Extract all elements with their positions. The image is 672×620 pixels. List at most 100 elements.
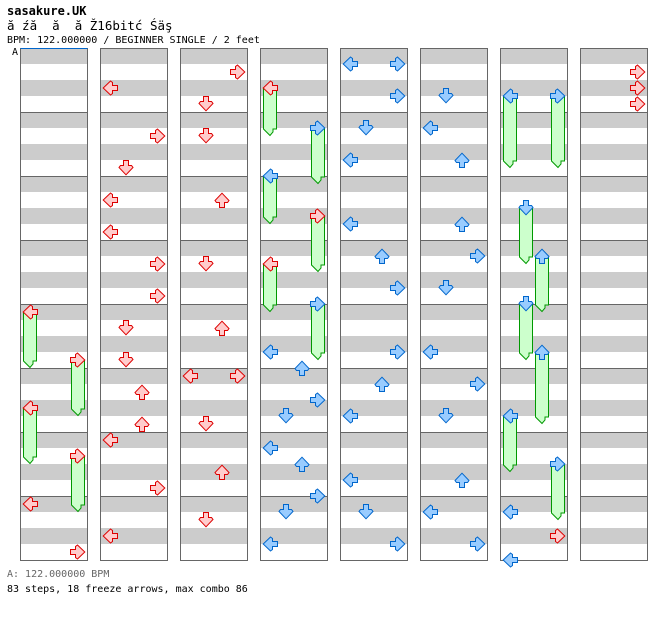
arrow-down-icon: [438, 408, 454, 424]
arrow-down-icon: [278, 408, 294, 424]
freeze-head-right-icon: [310, 208, 326, 224]
arrow-right-icon: [230, 368, 246, 384]
freeze-head-right-icon: [310, 296, 326, 312]
arrow-left-icon: [422, 504, 438, 520]
arrow-down-icon: [198, 512, 214, 528]
arrow-left-icon: [342, 56, 358, 72]
arrow-right-icon: [550, 528, 566, 544]
freeze-head-up-icon: [534, 248, 550, 264]
arrow-up-icon: [214, 192, 230, 208]
arrow-left-icon: [342, 152, 358, 168]
arrow-left-icon: [422, 120, 438, 136]
chart-column-1: [20, 48, 88, 561]
freeze-arrow-body: [535, 351, 549, 425]
arrow-down-icon: [118, 160, 134, 176]
song-artist: sasakure.UK: [7, 4, 87, 18]
freeze-arrow-body: [263, 175, 277, 225]
arrow-left-icon: [342, 408, 358, 424]
arrow-right-icon: [390, 344, 406, 360]
arrow-up-icon: [454, 152, 470, 168]
freeze-head-up-icon: [534, 344, 550, 360]
bpm-legend: A: 122.000000 BPM: [7, 569, 110, 580]
arrow-right-icon: [470, 248, 486, 264]
freeze-head-left-icon: [22, 304, 38, 320]
arrow-right-icon: [310, 392, 326, 408]
freeze-head-down-icon: [518, 200, 534, 216]
arrow-up-icon: [374, 376, 390, 392]
arrow-right-icon: [150, 128, 166, 144]
speed-marker-label: A: [12, 47, 19, 58]
freeze-head-left-icon: [262, 256, 278, 272]
arrow-up-icon: [294, 360, 310, 376]
arrow-left-icon: [102, 224, 118, 240]
freeze-arrow-body: [71, 455, 85, 513]
arrow-up-icon: [214, 320, 230, 336]
freeze-head-right-icon: [310, 120, 326, 136]
arrow-right-icon: [230, 64, 246, 80]
freeze-head-left-icon: [22, 400, 38, 416]
freeze-arrow-body: [551, 95, 565, 169]
arrow-right-icon: [150, 480, 166, 496]
freeze-head-right-icon: [70, 352, 86, 368]
freeze-arrow-body: [503, 95, 517, 169]
freeze-head-right-icon: [70, 448, 86, 464]
arrow-right-icon: [630, 64, 646, 80]
arrow-down-icon: [438, 88, 454, 104]
arrow-left-icon: [22, 496, 38, 512]
freeze-arrow-body: [23, 407, 37, 465]
arrow-right-icon: [150, 288, 166, 304]
arrow-right-icon: [310, 488, 326, 504]
freeze-head-down-icon: [518, 296, 534, 312]
freeze-arrow-body: [519, 303, 533, 361]
arrow-left-icon: [182, 368, 198, 384]
arrow-down-icon: [198, 96, 214, 112]
arrow-right-icon: [630, 80, 646, 96]
freeze-arrow-body: [311, 215, 325, 273]
freeze-head-right-icon: [550, 88, 566, 104]
arrow-left-icon: [262, 536, 278, 552]
freeze-arrow-body: [551, 463, 565, 521]
arrow-down-icon: [358, 504, 374, 520]
freeze-head-left-icon: [502, 408, 518, 424]
arrow-left-icon: [262, 440, 278, 456]
arrow-up-icon: [214, 464, 230, 480]
arrow-left-icon: [422, 344, 438, 360]
chart-stats: 83 steps, 18 freeze arrows, max combo 86: [7, 584, 248, 595]
arrow-right-icon: [70, 544, 86, 560]
arrow-right-icon: [390, 280, 406, 296]
chart-info: BPM: 122.000000 / BEGINNER SINGLE / 2 fe…: [7, 35, 260, 46]
freeze-head-left-icon: [262, 80, 278, 96]
arrow-down-icon: [198, 416, 214, 432]
freeze-head-left-icon: [502, 88, 518, 104]
arrow-down-icon: [358, 120, 374, 136]
arrow-right-icon: [470, 536, 486, 552]
arrow-left-icon: [102, 432, 118, 448]
chart-column-7: [500, 48, 568, 568]
arrow-down-icon: [198, 128, 214, 144]
arrow-down-icon: [438, 280, 454, 296]
arrow-left-icon: [102, 192, 118, 208]
arrow-left-icon: [342, 472, 358, 488]
arrow-left-icon: [502, 504, 518, 520]
arrow-right-icon: [470, 376, 486, 392]
arrow-down-icon: [278, 504, 294, 520]
arrow-up-icon: [134, 384, 150, 400]
freeze-arrow-body: [311, 303, 325, 361]
arrow-up-icon: [294, 456, 310, 472]
chart-column-5: [340, 48, 408, 561]
arrow-down-icon: [118, 320, 134, 336]
arrow-down-icon: [198, 256, 214, 272]
chart-column-2: [100, 48, 168, 561]
freeze-arrow-body: [23, 311, 37, 369]
arrow-down-icon: [118, 352, 134, 368]
freeze-arrow-body: [519, 207, 533, 265]
arrow-right-icon: [390, 536, 406, 552]
arrow-right-icon: [150, 256, 166, 272]
arrow-right-icon: [390, 88, 406, 104]
arrow-up-icon: [454, 472, 470, 488]
chart-column-6: [420, 48, 488, 561]
freeze-arrow-body: [71, 359, 85, 417]
arrow-up-icon: [454, 216, 470, 232]
freeze-arrow-body: [263, 263, 277, 313]
freeze-arrow-body: [311, 127, 325, 185]
